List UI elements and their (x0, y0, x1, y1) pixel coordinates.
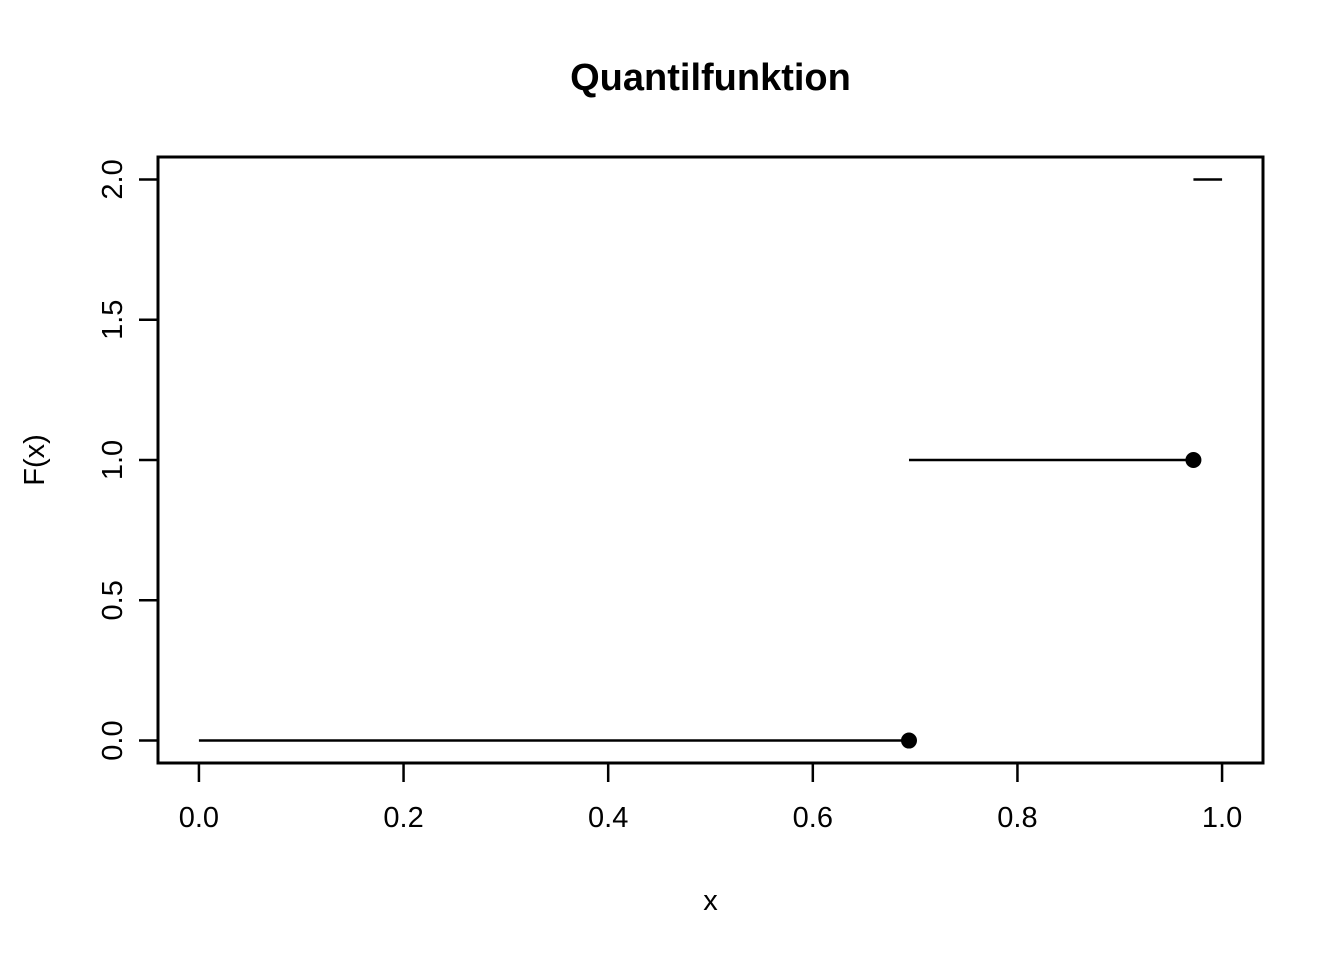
y-axis-tick-label: 0.5 (97, 580, 129, 620)
x-axis-tick-label: 0.0 (179, 802, 219, 834)
y-axis-tick-label: 0.0 (97, 720, 129, 760)
x-axis-tick-label: 0.8 (997, 802, 1037, 834)
y-axis-tick-label: 2.0 (97, 159, 129, 199)
x-axis-tick-label: 0.2 (383, 802, 423, 834)
x-axis-tick-label: 0.6 (793, 802, 833, 834)
jump-point (1185, 452, 1202, 468)
y-axis-tick-label: 1.5 (97, 300, 129, 340)
chart-title: Quantilfunktion (570, 57, 851, 99)
jump-point (900, 732, 917, 749)
x-axis-tick-label: 0.4 (588, 802, 628, 834)
x-axis-label: x (703, 885, 718, 917)
y-axis-label: F(x) (19, 434, 51, 486)
x-axis-tick-label: 1.0 (1202, 802, 1242, 834)
y-axis-tick-label: 1.0 (97, 440, 129, 480)
